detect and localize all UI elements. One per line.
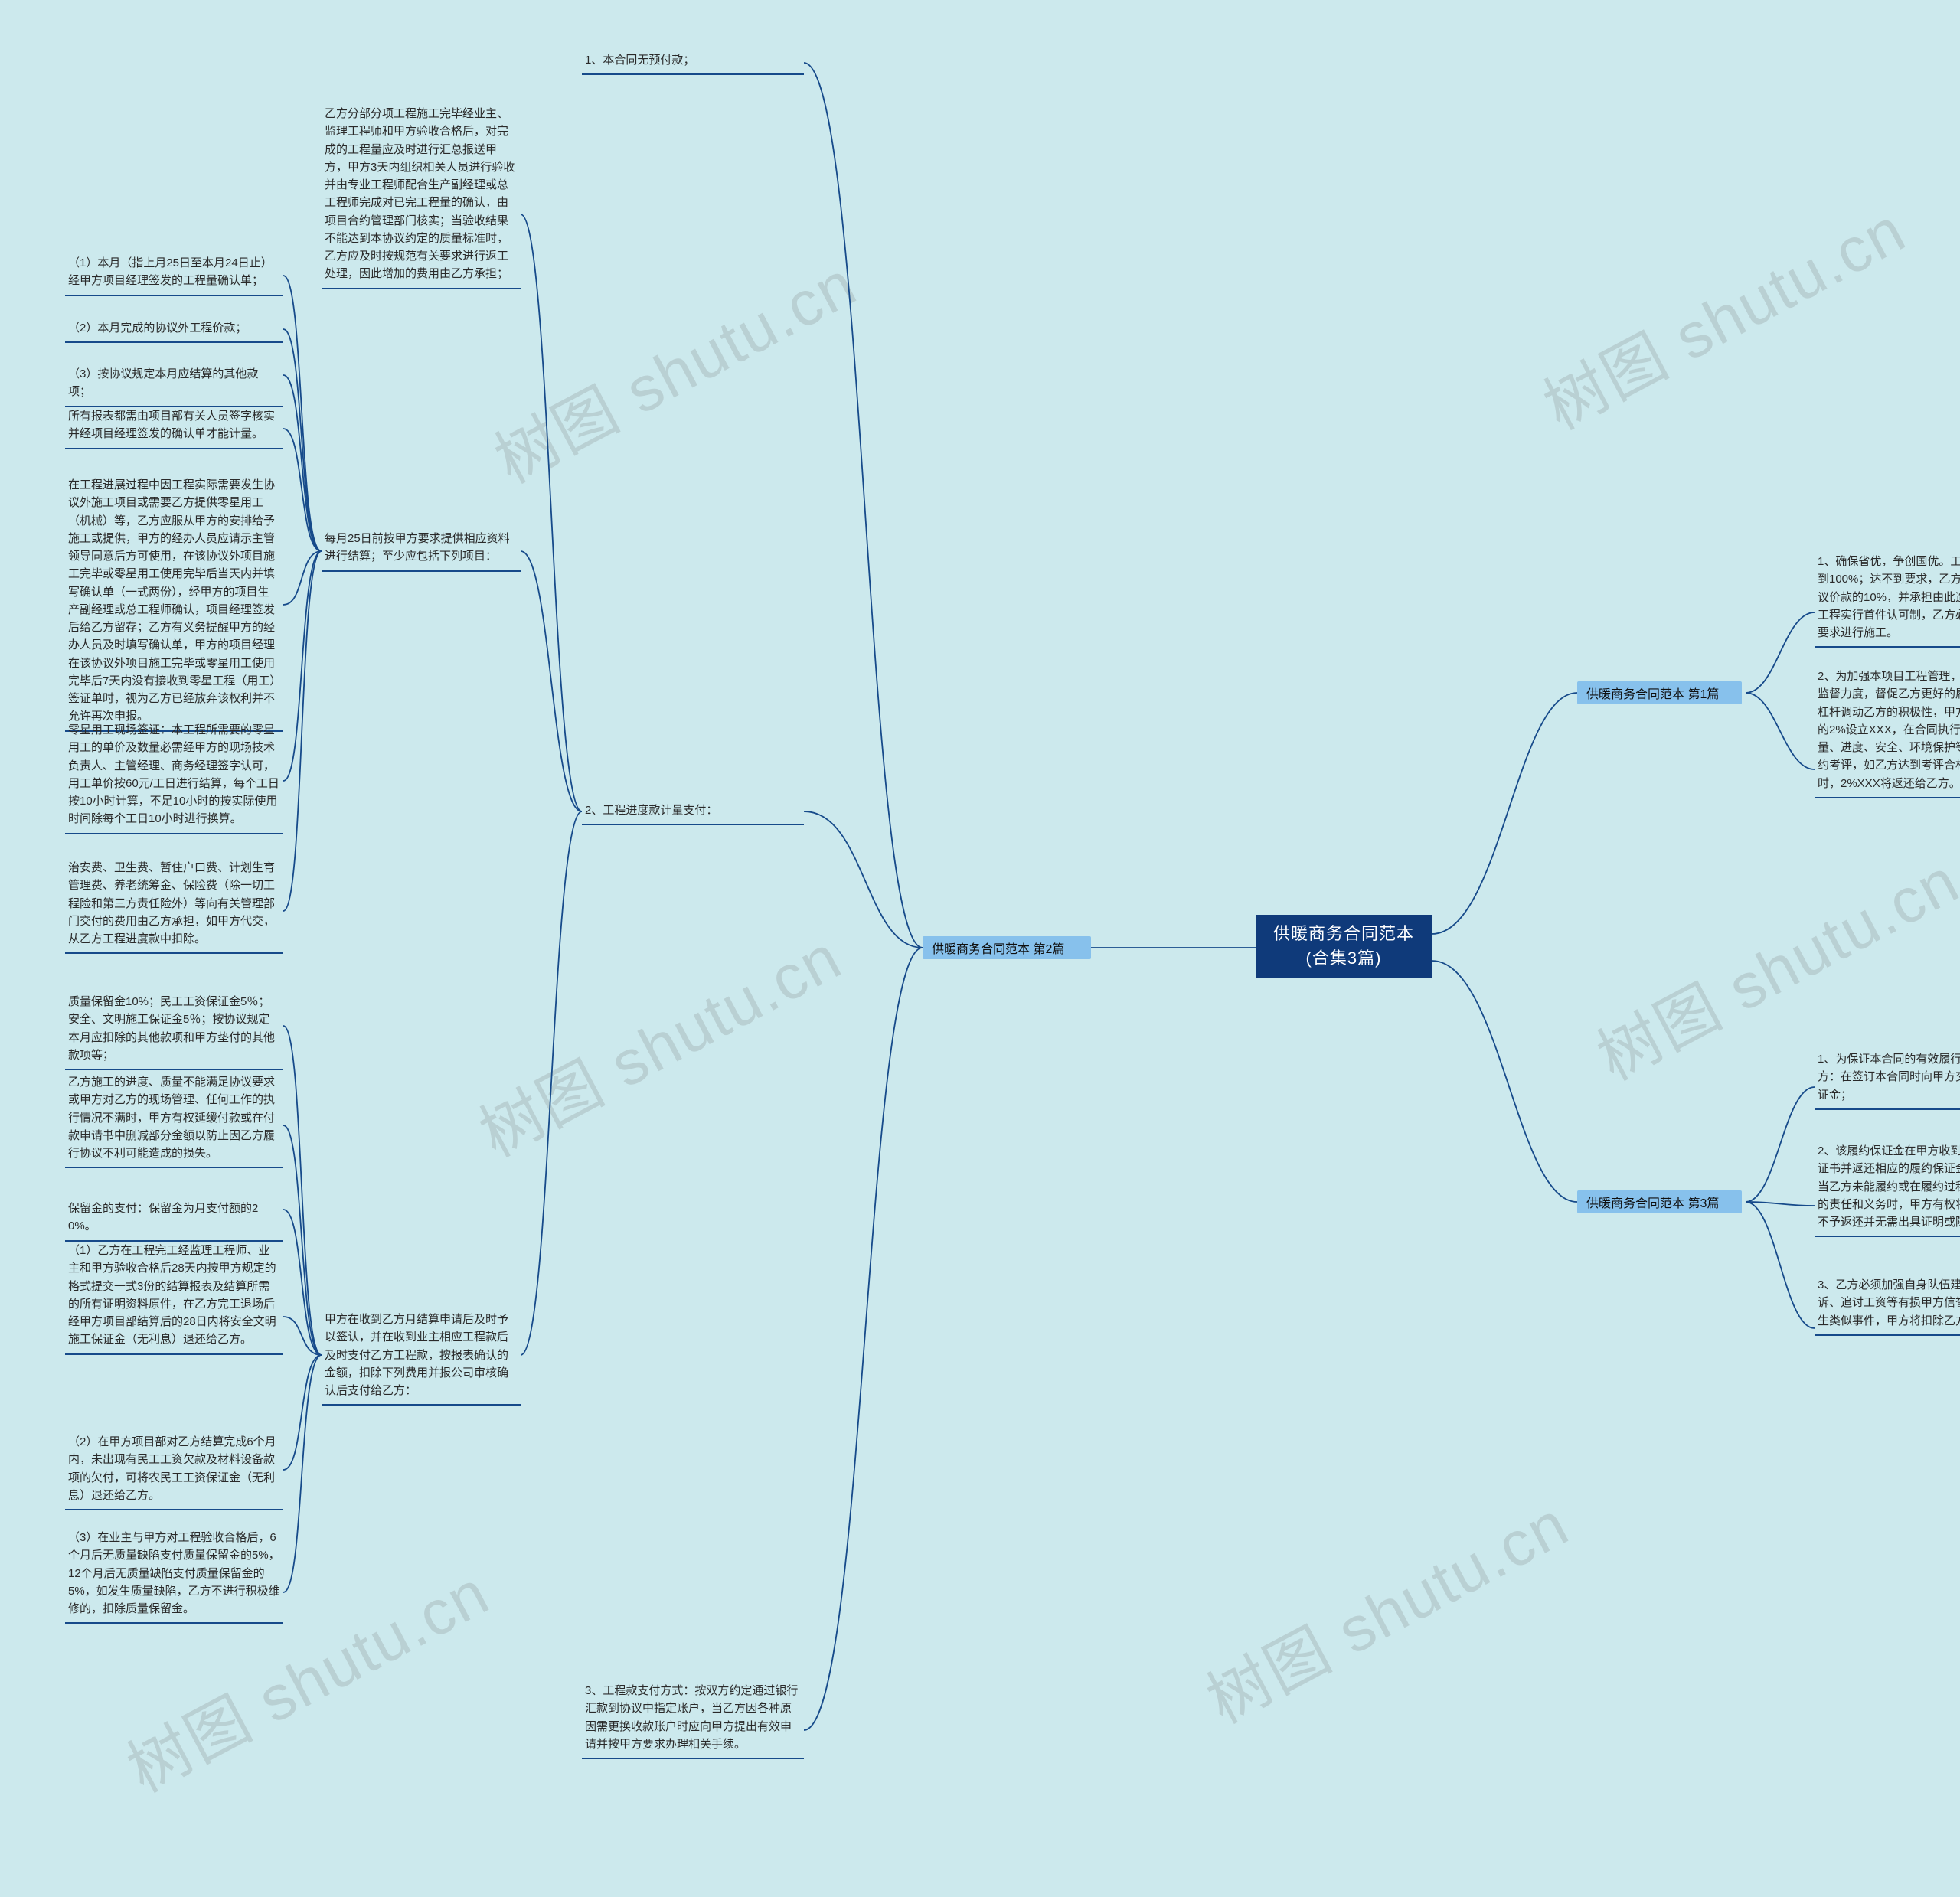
s2-l2-f: 零星用工现场签证：本工程所需要的零星用工的单价及数量必需经甲方的现场技术负责人、… (65, 720, 283, 834)
watermark: 树图 shutu.cn (1525, 180, 1919, 447)
b3-leaf-3: 3、乙方必须加强自身队伍建设，避免信访、投诉、追讨工资等有损甲方信誉的事件发生，… (1815, 1275, 1960, 1336)
s2-l3: 甲方在收到乙方月结算申请后及时予以签认，并在收到业主相应工程款后及时支付乙方工程… (322, 1309, 521, 1406)
root-node[interactable]: 供暖商务合同范本(合集3篇) (1256, 915, 1432, 978)
s2-l1: 乙方分部分项工程施工完毕经业主、监理工程师和甲方验收合格后，对完成的工程量应及时… (322, 103, 521, 289)
b3-leaf-1: 1、为保证本合同的有效履行，甲方在此要求乙方：在签订本合同时向甲方交纳5万的现金… (1815, 1049, 1960, 1110)
b3-leaf-2: 2、该履约保证金在甲方收到业主签发的交工验收证书并返还相应的履约保证金时7天内返… (1815, 1141, 1960, 1237)
watermark: 树图 shutu.cn (476, 233, 870, 501)
s2-l2-b: （2）本月完成的协议外工程价款； (65, 318, 283, 343)
mindmap-canvas: 树图 shutu.cn 树图 shutu.cn 树图 shutu.cn 树图 s… (0, 0, 1960, 1897)
s2-l3-b: 乙方施工的进度、质量不能满足协议要求或甲方对乙方的现场管理、任何工作的执行情况不… (65, 1072, 283, 1168)
s2-l2-a: （1）本月（指上月25日至本月24日止）经甲方项目经理签发的工程量确认单； (65, 253, 283, 296)
s2-l2-c: （3）按协议规定本月应结算的其他款项； (65, 364, 283, 407)
watermark: 树图 shutu.cn (461, 907, 854, 1174)
b1-leaf-2: 2、为加强本项目工程管理，保证甲方的合同执行监督力度，督促乙方更好的履行合同，利… (1815, 666, 1960, 798)
s2-l3-d: （1）乙方在工程完工经监理工程师、业主和甲方验收合格后28天内按甲方规定的格式提… (65, 1240, 283, 1355)
s2-l3-e: （2）在甲方项目部对乙方结算完成6个月内，未出现有民工工资欠款及材料设备款项的欠… (65, 1432, 283, 1510)
branch-1[interactable]: 供暖商务合同范本 第1篇 (1577, 681, 1742, 704)
b2-sub-1: 1、本合同无预付款； (582, 50, 804, 75)
branch-3[interactable]: 供暖商务合同范本 第3篇 (1577, 1190, 1742, 1213)
s2-l2-e: 在工程进展过程中因工程实际需要发生协议外施工项目或需要乙方提供零星用工（机械）等… (65, 475, 283, 732)
b2-sub-2: 2、工程进度款计量支付： (582, 800, 804, 825)
b2-sub-3: 3、工程款支付方式：按双方约定通过银行汇款到协议中指定账户，当乙方因各种原因需更… (582, 1680, 804, 1759)
s2-l2: 每月25日前按甲方要求提供相应资料进行结算；至少应包括下列项目： (322, 528, 521, 572)
s2-l2-d: 所有报表都需由项目部有关人员签字核实并经项目经理签发的确认单才能计量。 (65, 406, 283, 449)
s2-l2-g: 治安费、卫生费、暂住户口费、计划生育管理费、养老统筹金、保险费（除一切工程险和第… (65, 857, 283, 954)
branch-2[interactable]: 供暖商务合同范本 第2篇 (923, 936, 1091, 959)
s2-l3-c: 保留金的支付：保留金为月支付额的20%。 (65, 1198, 283, 1242)
s2-l3-f: （3）在业主与甲方对工程验收合格后，6个月后无质量缺陷支付质量保留金的5%，12… (65, 1527, 283, 1624)
s2-l3-a: 质量保留金10%；民工工资保证金5％；安全、文明施工保证金5％；按协议规定本月应… (65, 991, 283, 1070)
watermark: 树图 shutu.cn (1188, 1474, 1582, 1741)
b1-leaf-1: 1、确保省优，争创国优。工程一次交验合格率达到100%；达不到要求，乙方承担质量… (1815, 551, 1960, 648)
